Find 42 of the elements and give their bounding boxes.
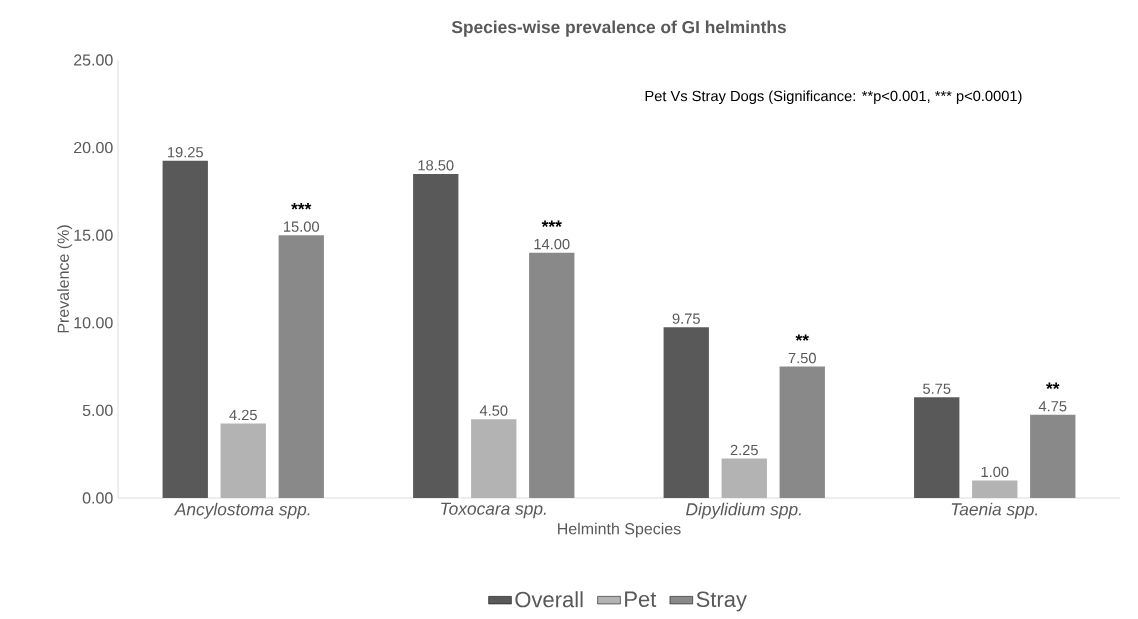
annotation: **: [795, 334, 809, 341]
x-axis-title: Helminth Species: [558, 522, 681, 538]
chart-title: Species-wise prevalence of GI helminths: [451, 20, 786, 37]
bar: [278, 235, 324, 498]
annotation: Pet Vs Stray Dogs (Significance: **p<0.001,: [645, 90, 930, 105]
y-tick-label: 5.00: [82, 404, 113, 417]
bar: [413, 173, 459, 498]
data-label: 4.75: [1038, 401, 1067, 412]
x-tick-label: Dipylidium spp.: [686, 502, 801, 519]
y-tick-label: 10.00: [74, 317, 113, 329]
y-tick-label: 20.00: [74, 141, 113, 154]
legend-label: Pet: [625, 591, 657, 607]
data-label: 19.25: [168, 147, 203, 158]
data-label: 14.00: [534, 238, 570, 250]
bar: [779, 366, 825, 498]
annotation: *** p<0.0001): [935, 90, 1022, 105]
data-label: 18.50: [418, 160, 454, 171]
y-tick-label: 25.00: [74, 54, 113, 66]
bar: [529, 252, 575, 498]
data-label: 2.25: [730, 444, 758, 456]
annotation: ***: [541, 220, 562, 227]
bar: [663, 327, 709, 498]
data-label: 7.50: [788, 352, 816, 364]
data-label: 9.75: [672, 313, 700, 324]
legend-label: Stray: [696, 591, 747, 612]
x-tick-label: Taenia spp.: [951, 502, 1038, 519]
y-tick-label: 15.00: [74, 229, 113, 241]
data-label: 4.25: [229, 409, 257, 421]
data-label: 5.75: [923, 383, 951, 394]
data-label: 15.00: [284, 221, 320, 232]
x-tick-label: Ancylostoma spp.: [173, 502, 310, 519]
bar: [1030, 414, 1076, 498]
annotation: ***: [291, 203, 312, 210]
data-label: 1.00: [981, 466, 1009, 478]
bar: [162, 160, 208, 498]
data-label: 4.50: [479, 405, 508, 416]
bar: [914, 397, 960, 498]
y-tick-label: 0.00: [82, 492, 113, 504]
x-tick-label: Toxocara spp.: [441, 502, 546, 519]
annotation: **: [1046, 382, 1060, 390]
y-axis-title: Prevalence (%): [57, 225, 73, 333]
legend-label: Overall: [515, 591, 583, 608]
